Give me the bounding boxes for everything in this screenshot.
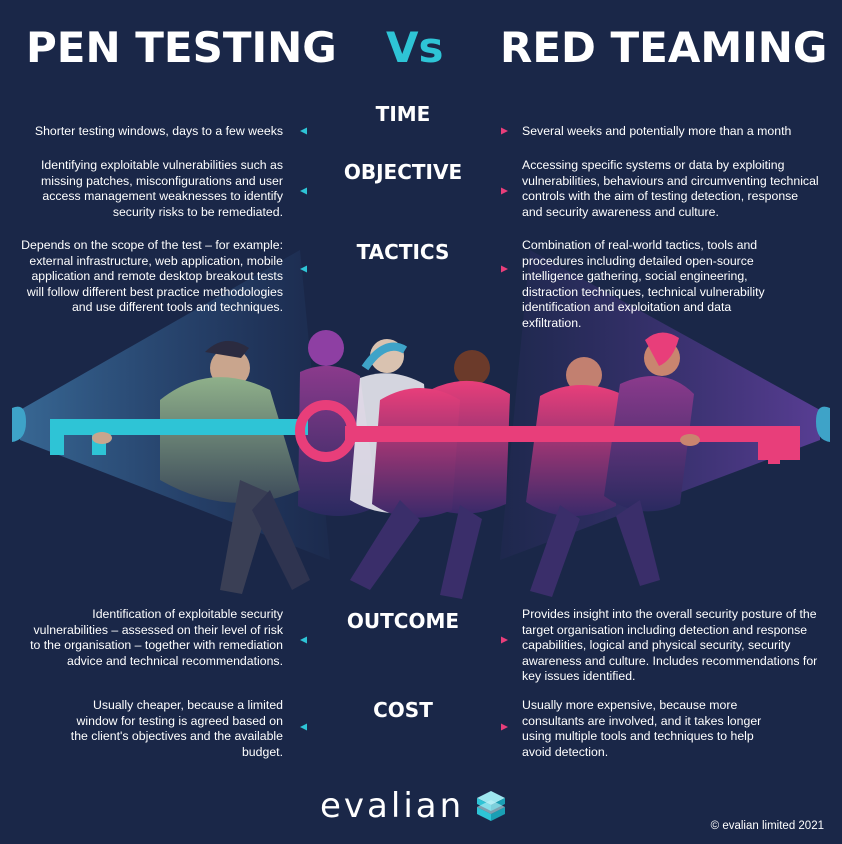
pen-testing-heading: PEN TESTING (26, 23, 337, 72)
red-teaming-tactics-text: Combination of real-world tactics, tools… (522, 238, 765, 330)
category-outcome: OUTCOME (346, 609, 460, 633)
double-arrow-icon (300, 187, 508, 195)
copyright-notice: © evalian limited 2021 (710, 820, 824, 832)
versus-label: Vs (386, 23, 444, 72)
red-teaming-heading: RED TEAMING (500, 23, 828, 72)
red-teaming-time-text: Several weeks and potentially more than … (522, 124, 792, 138)
red-teaming-outcome-text: Provides insight into the overall securi… (522, 607, 818, 684)
pen-testing-outcome-text: Identification of exploitable security v… (30, 607, 283, 668)
pen-testing-tactics-text: Depends on the scope of the test – for e… (21, 238, 283, 315)
pen-testing-cost-text: Usually cheaper, because a limited windo… (70, 698, 283, 759)
double-arrow-icon (300, 265, 508, 273)
category-tactics: TACTICS (356, 240, 450, 264)
category-objective: OBJECTIVE (343, 160, 463, 184)
double-arrow-icon (300, 127, 508, 135)
red-teaming-cost-text: Usually more expensive, because more con… (522, 698, 762, 759)
pen-testing-time-text: Shorter testing windows, days to a few w… (34, 124, 283, 138)
evalian-logo: evalian (320, 786, 508, 826)
pen-testing-objective-text: Identifying exploitable vulnerabilities … (41, 158, 283, 219)
category-time: TIME (375, 102, 431, 126)
stacked-cube-icon (477, 791, 506, 821)
double-arrow-icon (300, 636, 508, 644)
category-cost: COST (373, 698, 433, 722)
double-arrow-icon (300, 723, 508, 731)
logo-wordmark: evalian (320, 786, 465, 826)
red-teaming-objective-text: Accessing specific systems or data by ex… (522, 158, 819, 219)
